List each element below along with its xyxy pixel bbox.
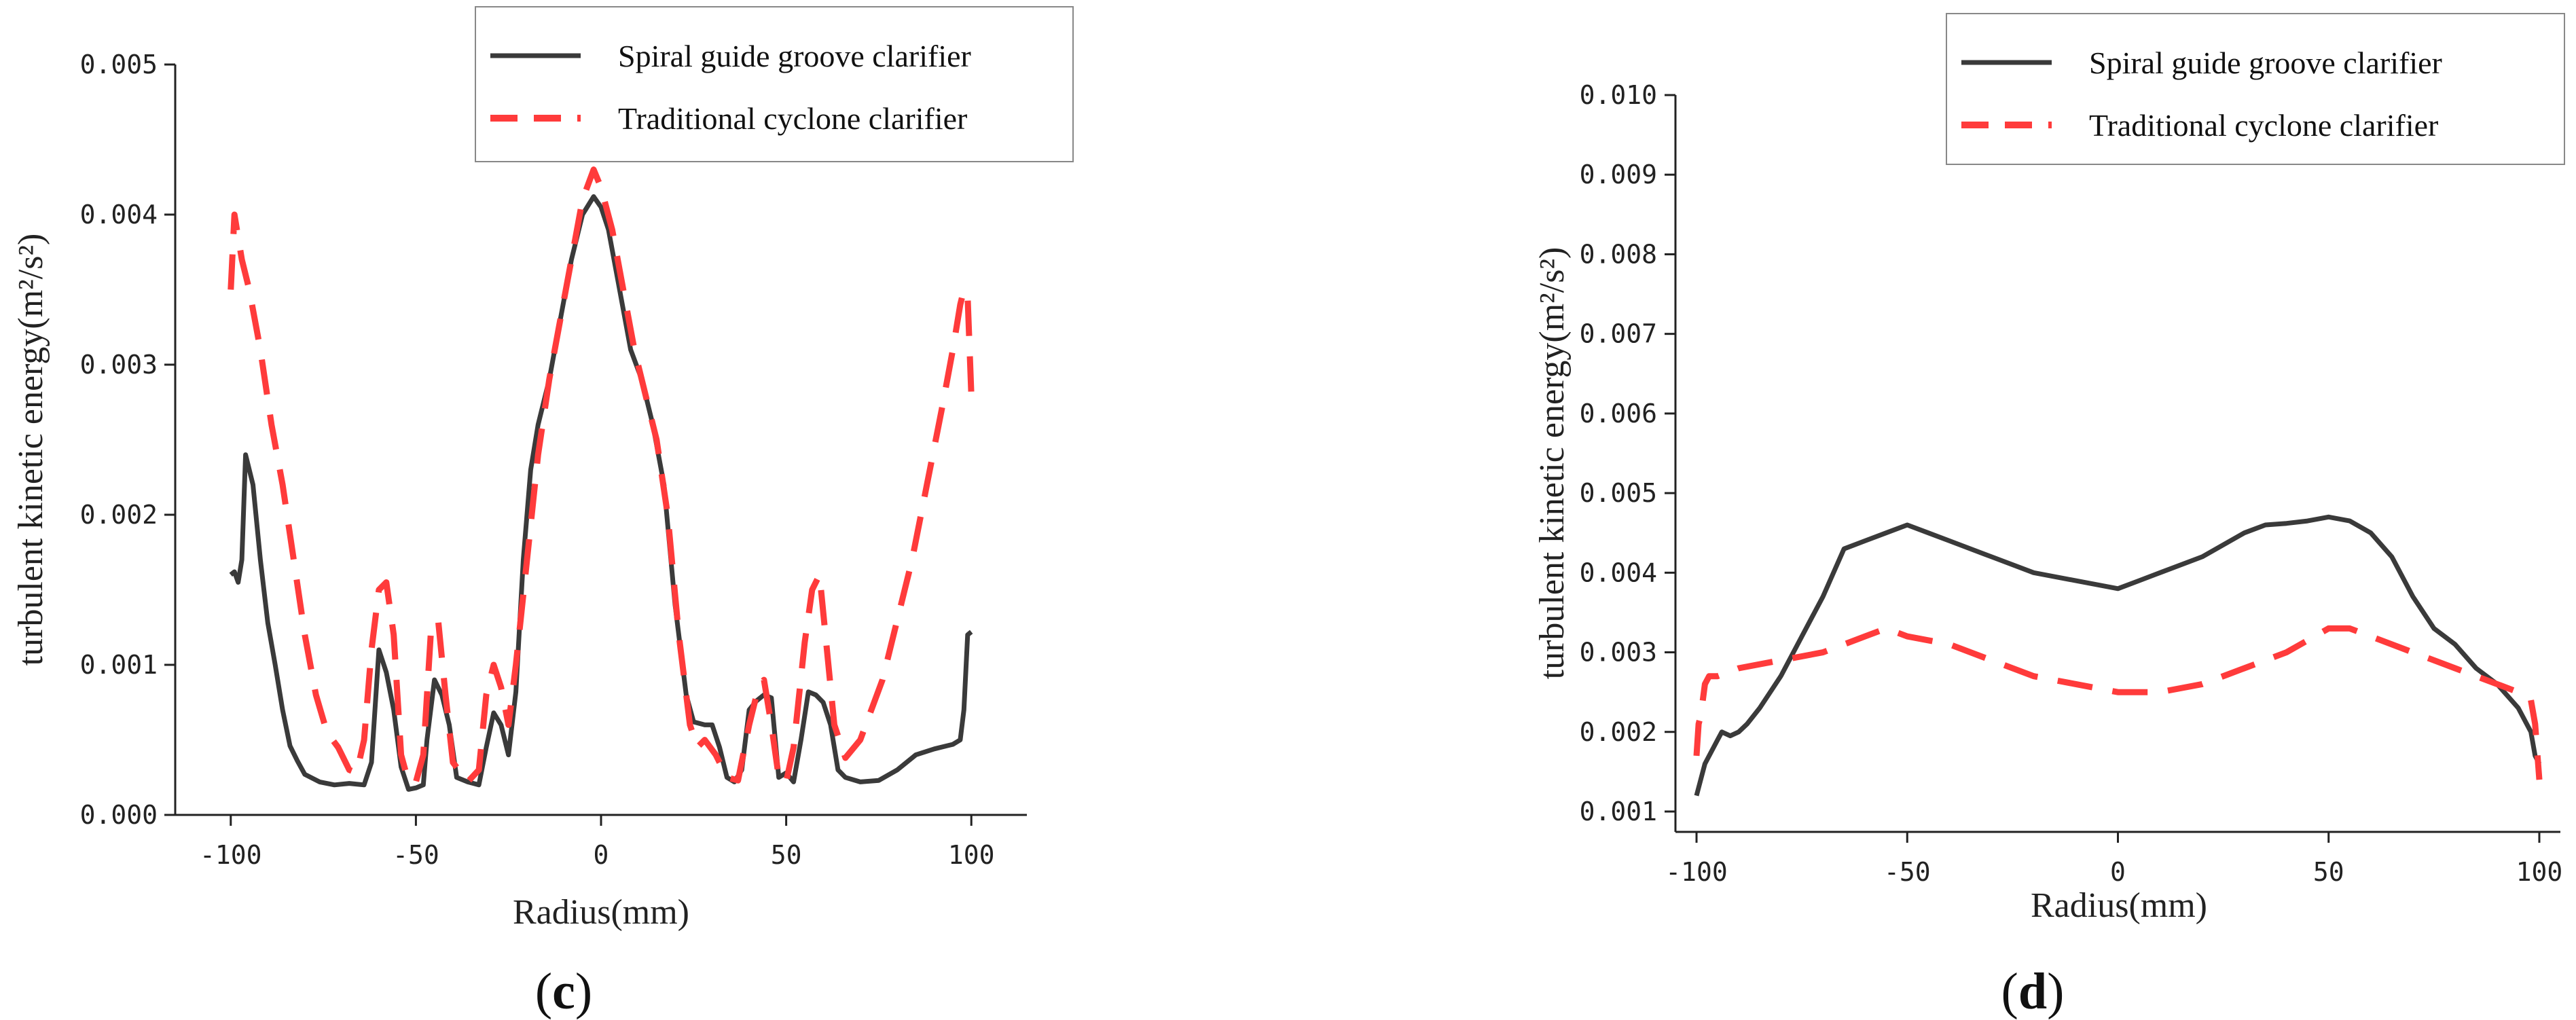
legend-label: Traditional cyclone clarifier	[618, 101, 967, 136]
y-axis-label: turbulent kinetic energy(m²/s²)	[1533, 247, 1572, 680]
y-tick-label: 0.001	[1580, 797, 1657, 826]
panel-d-group: 0.001 0.002 0.003 0.004 0.005 0.006 0.007 0.008…	[1533, 13, 2565, 1020]
panel-label: (d)	[2001, 963, 2065, 1020]
panel-c-group: 0.000 0.001 0.002 0.003 0.004 0.005 -100 -50 0 50…	[12, 6, 1074, 1020]
x-axis-label: Radius(mm)	[2031, 886, 2207, 925]
legend-box	[1946, 13, 2565, 165]
y-tick-label: 0.006	[1580, 399, 1657, 429]
y-tick-label: 0.005	[80, 50, 158, 79]
y-axis-label: turbulent kinetic energy(m²/s²)	[12, 234, 50, 666]
x-tick-label: 100	[2516, 857, 2563, 887]
x-tick-label: -50	[393, 840, 439, 870]
series-line-traditional	[1693, 625, 2543, 780]
x-tick-label: 50	[771, 840, 802, 870]
x-tick-label: 0	[2110, 857, 2126, 887]
y-tick-label: 0.010	[1580, 80, 1657, 110]
y-tick-label: 0.002	[1580, 717, 1657, 747]
y-tick-label: 0.003	[1580, 638, 1657, 668]
y-tick-label: 0.004	[1580, 558, 1657, 587]
x-tick-label: 100	[948, 840, 995, 870]
y-tick-label: 0.004	[80, 200, 158, 230]
y-tick-label: 0.005	[1580, 478, 1657, 508]
x-axis-label: Radius(mm)	[513, 893, 689, 932]
panel-label: (c)	[535, 963, 592, 1020]
x-tick-label: -100	[200, 840, 262, 870]
series-line-spiral	[1694, 514, 2542, 797]
y-tick-label: 0.009	[1580, 160, 1657, 189]
y-tick-label: 0.002	[80, 500, 158, 530]
x-tick-label: -100	[1665, 857, 1728, 887]
legend-box	[475, 6, 1074, 162]
y-tick-label: 0.003	[80, 350, 158, 380]
legend-label: Spiral guide groove clarifier	[618, 39, 971, 73]
series-line-spiral	[229, 194, 973, 792]
x-tick-label: 0	[594, 840, 609, 870]
legend-label: Traditional cyclone clarifier	[2089, 108, 2438, 143]
legend-label: Spiral guide groove clarifier	[2089, 45, 2442, 80]
y-tick-label: 0.008	[1580, 239, 1657, 269]
y-tick-label: 0.007	[1580, 319, 1657, 349]
series-line-traditional	[228, 166, 975, 785]
y-tick-label: 0.001	[80, 650, 158, 680]
x-tick-label: 50	[2313, 857, 2344, 887]
x-tick-label: -50	[1884, 857, 1931, 887]
y-tick-label: 0.000	[80, 800, 158, 830]
